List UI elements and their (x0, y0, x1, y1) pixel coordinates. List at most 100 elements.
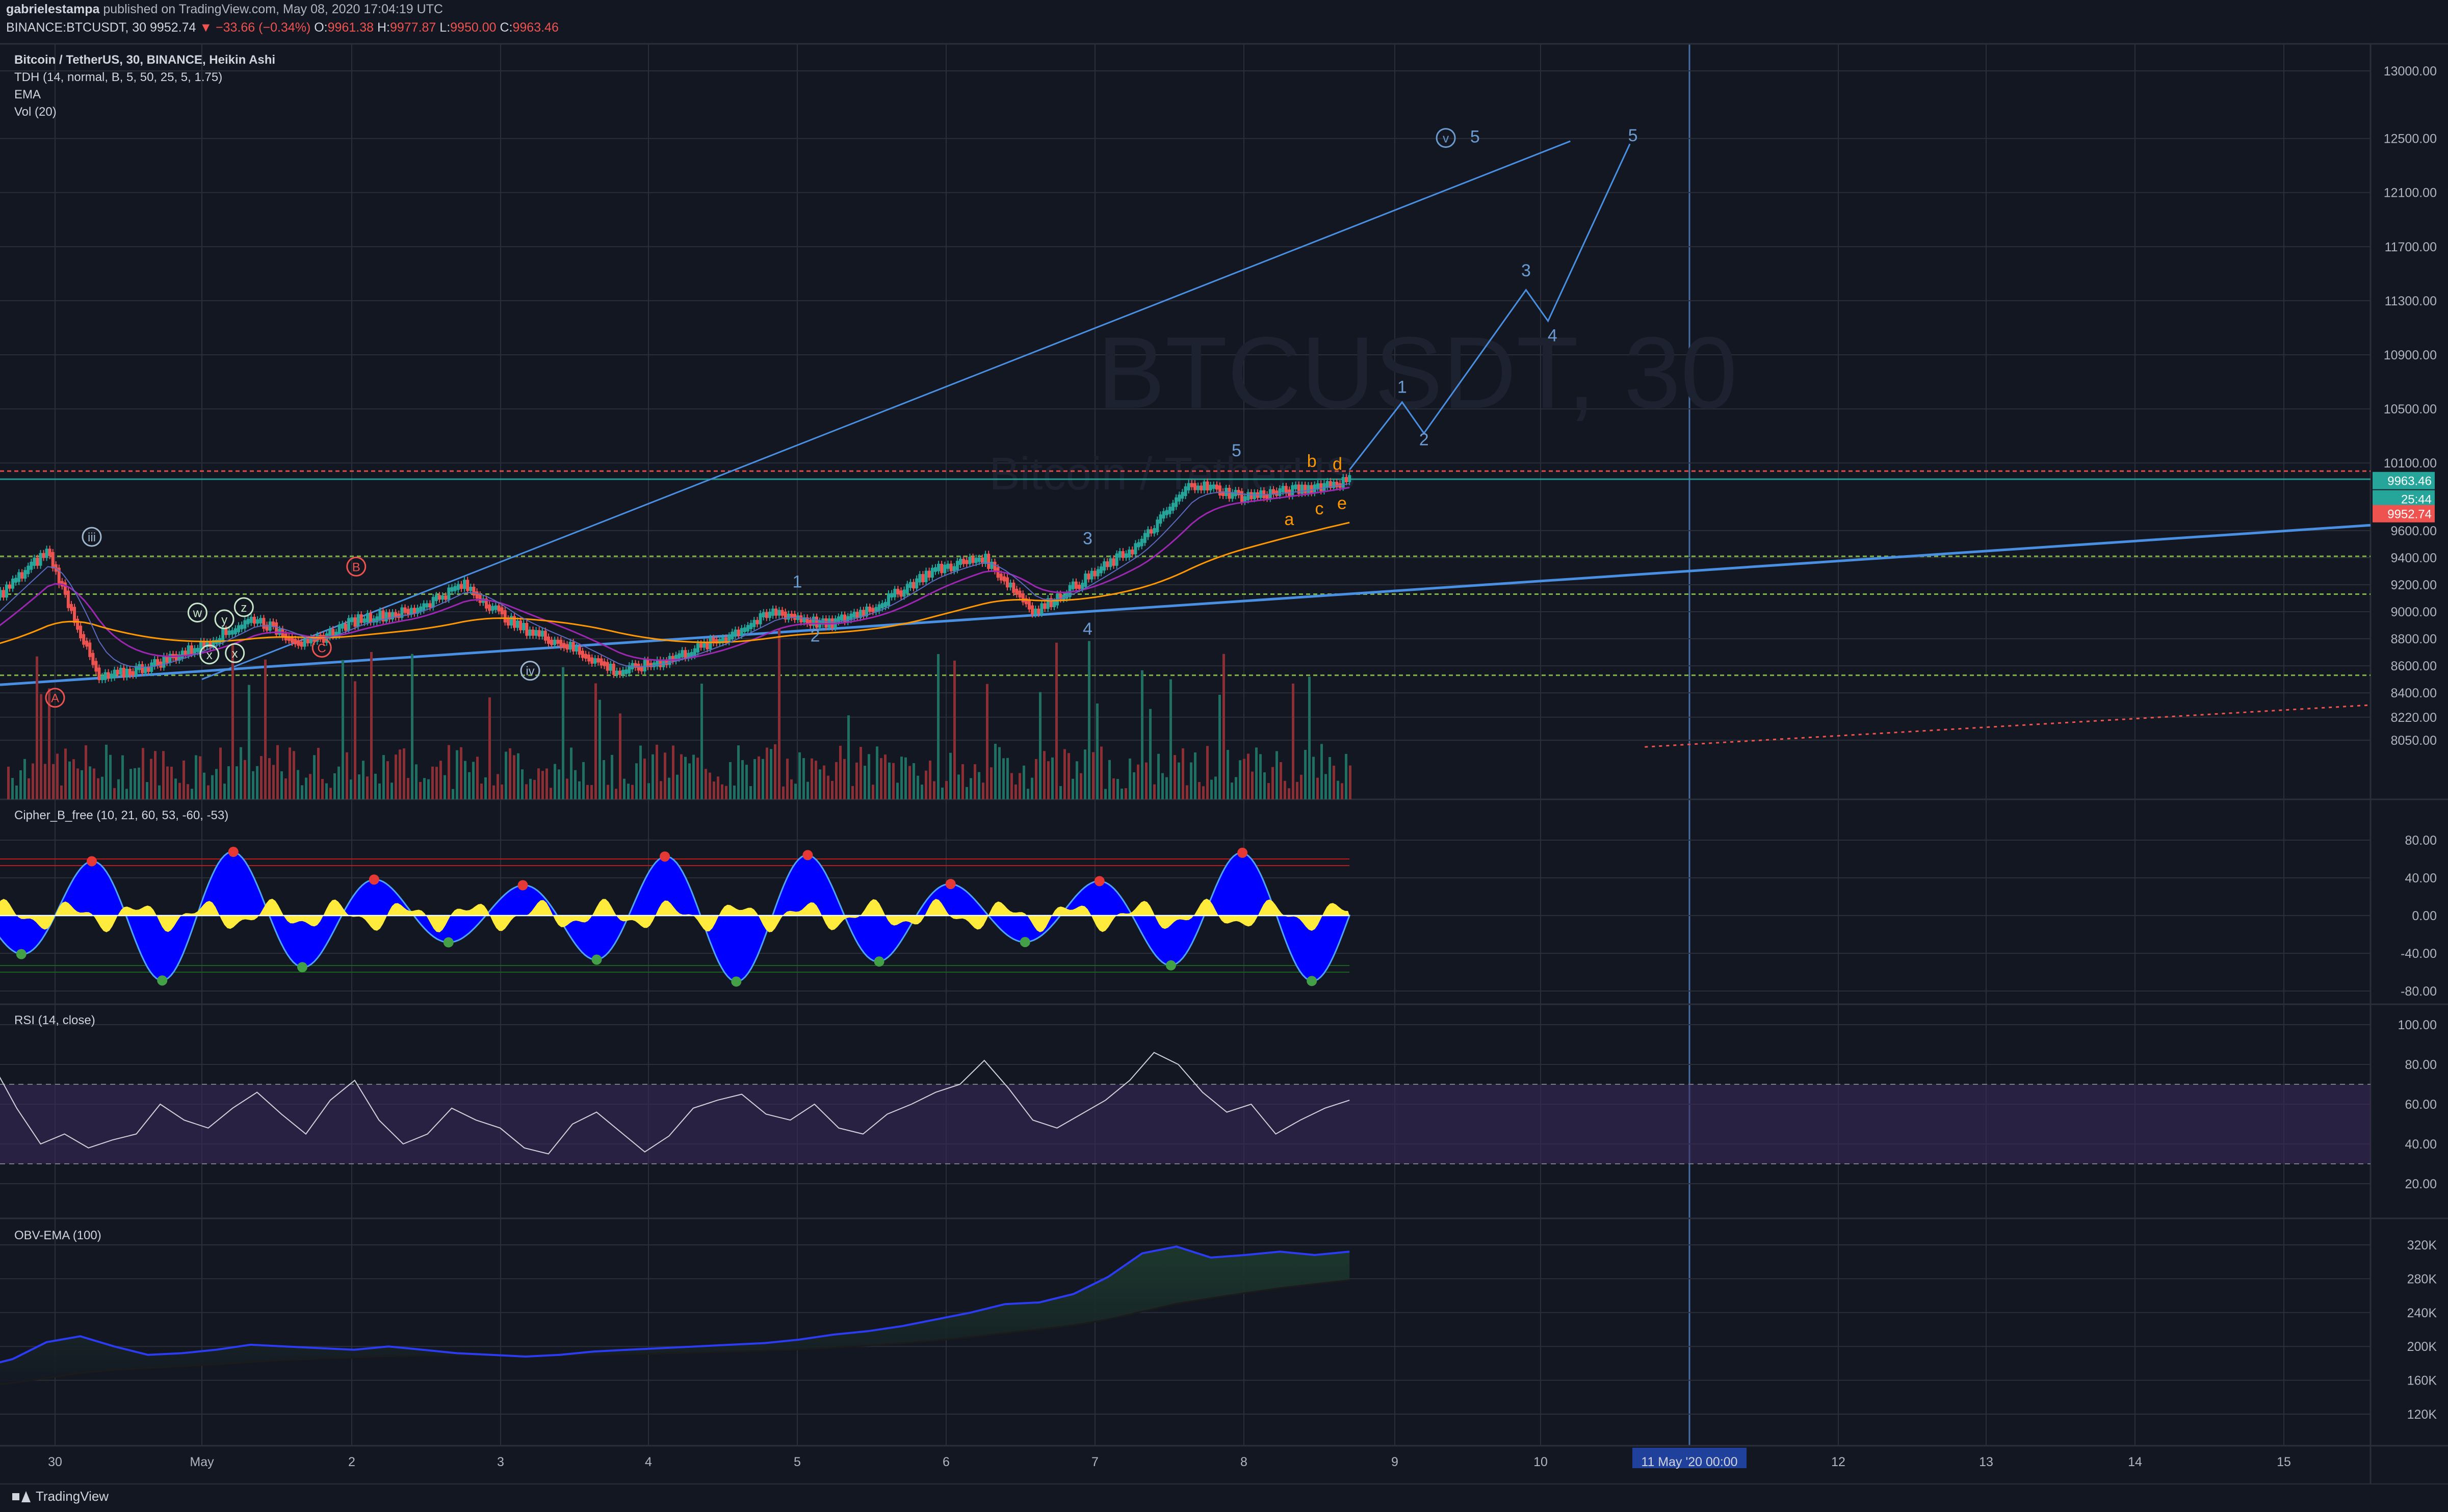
candle-body (400, 607, 404, 618)
candle-body (671, 656, 674, 662)
candle-body (48, 549, 51, 556)
time-axis[interactable]: 30 May 2 3 4 5 6 7 8 9 10 11 May '20 00:00 12 13 14 15 (48, 1448, 2291, 1469)
candle-body (1109, 558, 1112, 567)
volume-bar (129, 769, 132, 799)
candle-body (406, 609, 410, 615)
volume-bar (472, 762, 475, 799)
candle-body (478, 594, 482, 603)
tradingview-logo[interactable]: TradingView (12, 1489, 109, 1504)
candle-body (387, 612, 391, 620)
cipher-sell-dot (517, 880, 528, 891)
volume-bar (505, 751, 507, 799)
legend-ema[interactable]: EMA (14, 88, 41, 101)
volume-bar (1055, 642, 1058, 799)
volume-bar (729, 762, 732, 799)
volume-bar (603, 760, 605, 799)
candle-body (221, 629, 225, 642)
volume-bar (929, 760, 931, 799)
rsi-pane (0, 1052, 2371, 1164)
wave-label-correction: B (352, 560, 360, 574)
legend-vol[interactable]: Vol (20) (14, 105, 57, 119)
candle-body (441, 595, 445, 600)
candle-body (1322, 483, 1326, 491)
volume-bar (464, 761, 466, 799)
volume-bar (615, 789, 617, 799)
wave-label-minor: 5 (1232, 441, 1241, 460)
volume-bar (236, 766, 238, 799)
candle-body (125, 668, 128, 677)
volume-bar (794, 784, 797, 799)
wave-label-correction-circle (346, 556, 367, 577)
volume-bar (815, 761, 817, 799)
rsi-tick-label: 60.00 (2405, 1098, 2437, 1112)
volume-bar (309, 774, 311, 799)
candle-body (356, 614, 360, 627)
candle-body (30, 561, 33, 570)
candle-body (940, 564, 944, 573)
candle-body (874, 607, 878, 612)
volume-bar (933, 781, 935, 799)
volume-bar (647, 783, 650, 799)
volume-bar (1080, 773, 1082, 799)
candle-body (141, 664, 144, 673)
volume-bar (611, 754, 613, 799)
candle-body (416, 608, 420, 614)
volume-bar (174, 778, 177, 799)
candle-body (1313, 484, 1316, 493)
volume-bar (537, 768, 540, 799)
volume-bar (187, 784, 189, 799)
candle-body (1140, 538, 1143, 546)
cipher-buy-dot (157, 975, 168, 986)
author-name[interactable]: gabrielestampa (6, 2, 100, 16)
candle-body (852, 612, 856, 618)
cipher-tick-label: -80.00 (2401, 984, 2437, 999)
volume-bar (525, 784, 528, 799)
volume-bar (1182, 748, 1184, 799)
volume-bar (1292, 683, 1294, 799)
wave-label-wxy: x (232, 647, 238, 661)
volume-bar (1092, 752, 1095, 799)
candle-body (199, 641, 202, 652)
candle-body (721, 637, 724, 643)
wave-label-primary: v (1443, 132, 1449, 146)
candle-body (590, 657, 594, 664)
volume-bar (305, 777, 307, 799)
volume-bar (607, 785, 609, 799)
candle-body (437, 595, 441, 600)
candle-body (581, 650, 584, 658)
candle-body (718, 639, 721, 644)
candle-body (1121, 551, 1125, 558)
candle-body (230, 630, 234, 635)
legend-title[interactable]: Bitcoin / TetherUS, 30, BINANCE, Heikin … (14, 53, 276, 67)
legend-tdh[interactable]: TDH (14, normal, B, 5, 50, 25, 5, 1.75) (14, 70, 223, 84)
price-axis[interactable]: 13000.00 12500.00 12100.00 11700.00 11300.00… (2373, 64, 2437, 1422)
candle-body (459, 584, 463, 589)
volume-bar (448, 745, 450, 799)
candle-body (1159, 514, 1162, 524)
volume-bar (627, 784, 630, 799)
rsi-legend[interactable]: RSI (14, close) (14, 1013, 95, 1027)
candle-body (1002, 576, 1006, 582)
obv-legend[interactable]: OBV-EMA (100) (14, 1229, 101, 1242)
candle-body (303, 639, 306, 647)
candle-body (712, 637, 715, 643)
volume-bar (892, 763, 895, 799)
price-tick-label: 8220.00 (2391, 711, 2437, 725)
volume-bar (823, 765, 825, 799)
volume-bar (289, 747, 291, 799)
candle-body (821, 618, 825, 625)
price-tick-label: 8600.00 (2391, 659, 2437, 673)
last-price-badge-bg (2373, 505, 2435, 523)
candle-body (1021, 593, 1025, 603)
volume-bar (497, 774, 499, 799)
volume-bar (101, 776, 103, 799)
candle-body (559, 639, 563, 647)
volume-bar (1108, 760, 1111, 799)
volume-bar (166, 766, 169, 799)
volume-bar (533, 779, 536, 799)
close-value: 9963.46 (512, 20, 559, 35)
publish-date: published on TradingView.com, May 08, 20… (99, 2, 443, 16)
candle-body (73, 607, 76, 623)
candle-body (824, 618, 828, 628)
cipher-legend[interactable]: Cipher_B_free (10, 21, 60, 53, -60, -53) (14, 809, 229, 822)
